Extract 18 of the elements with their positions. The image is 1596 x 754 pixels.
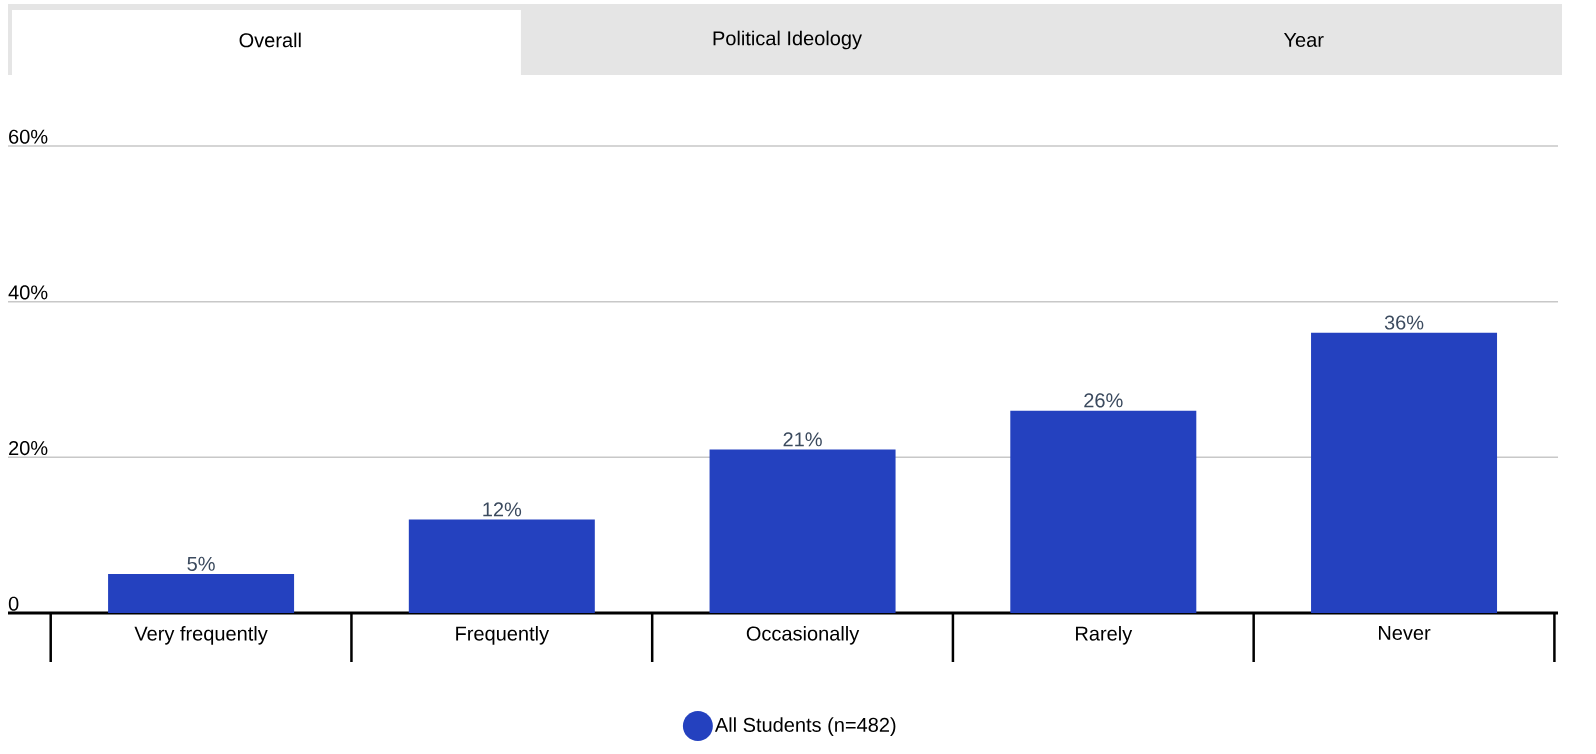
- y-tick-label: 40%: [8, 285, 48, 300]
- text: Political Ideology: [713, 30, 862, 50]
- data-label: 26%: [1084, 393, 1123, 408]
- y-tick-label: 0: [8, 596, 19, 611]
- data-label: 5%: [187, 556, 215, 571]
- data-label: 21%: [783, 432, 822, 447]
- x-tick-label: Very frequently: [134, 625, 268, 645]
- x-tick-label: Never: [1379, 625, 1431, 640]
- data-label: 36%: [1384, 315, 1424, 330]
- y-tick-label: 60%: [9, 129, 48, 144]
- text: Overall: [239, 32, 301, 48]
- x-tick-label: Occasionally: [746, 625, 860, 645]
- y-tick-label: 20%: [9, 440, 48, 456]
- x-tick-label: Rarely: [1076, 625, 1133, 645]
- legend-label: All Students (n=482): [714, 717, 896, 736]
- text: Year: [1283, 33, 1324, 47]
- x-tick-label: Frequently: [456, 625, 550, 645]
- data-label: 12%: [483, 502, 522, 517]
